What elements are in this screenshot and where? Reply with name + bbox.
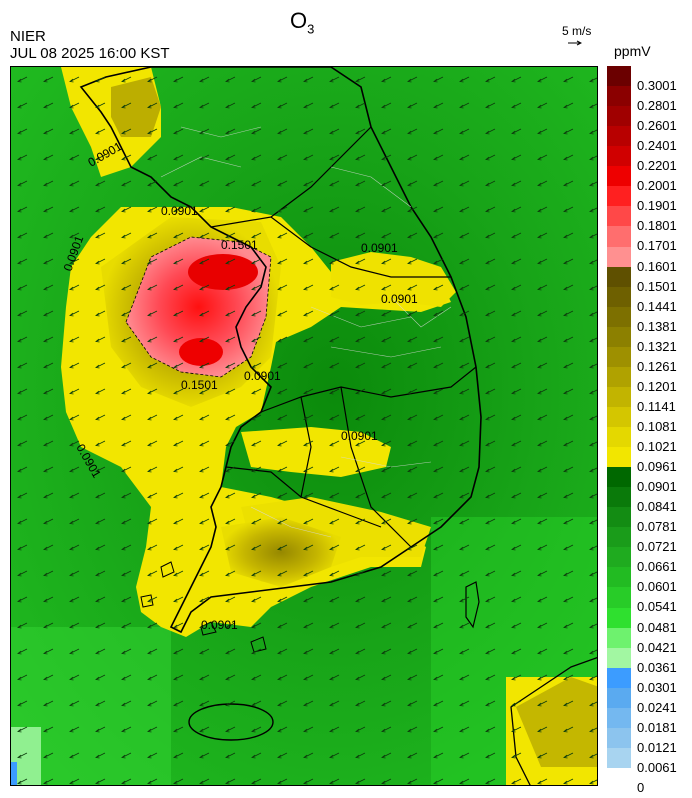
legend-swatch — [607, 146, 631, 167]
legend-label: 0.1141 — [637, 398, 676, 414]
datetime-label: JUL 08 2025 16:00 KST — [10, 45, 170, 62]
legend-label: 0.0181 — [637, 719, 677, 735]
contour-label: 0.0901 — [361, 241, 398, 255]
legend-swatch — [607, 567, 631, 588]
legend-label: 0.0481 — [637, 619, 677, 635]
legend-swatch — [607, 547, 631, 568]
legend-label: 0.0121 — [637, 739, 677, 755]
organization-label: NIER — [10, 28, 46, 45]
legend-swatch — [607, 166, 631, 187]
legend-label: 0.1601 — [637, 258, 677, 274]
legend-swatch — [607, 346, 631, 368]
legend-label: 0.2201 — [637, 158, 677, 174]
legend-swatch — [607, 106, 631, 127]
legend-swatch — [607, 226, 631, 247]
legend-label: 0.0541 — [637, 599, 677, 615]
legend-swatch — [607, 266, 631, 288]
legend-label: 0.0061 — [637, 759, 677, 775]
legend-label: 0.0241 — [637, 699, 677, 715]
legend-swatch — [607, 467, 631, 488]
color-legend: 0.3001 0.2801 0.2601 0.2401 0.2201 0.2001 0.19… — [607, 66, 677, 795]
legend-swatch — [607, 627, 631, 649]
legend-swatch — [607, 186, 631, 207]
legend-swatch — [607, 747, 631, 769]
legend-label: 0.2601 — [637, 118, 677, 134]
legend-swatch — [607, 667, 631, 689]
legend-label: 0.0901 — [637, 479, 677, 495]
contour-label: 0.0901 — [381, 292, 418, 306]
chart-title: O3 — [290, 8, 315, 37]
legend-swatch — [607, 507, 631, 528]
legend-swatch — [607, 206, 631, 227]
contour-label: 0.1501 — [221, 238, 258, 252]
legend-swatch — [607, 386, 631, 408]
legend-label: 0.1901 — [637, 198, 677, 214]
legend-swatch — [607, 86, 631, 107]
legend-label: 0.2801 — [637, 98, 677, 114]
legend-label: 0.1381 — [637, 318, 677, 334]
legend-label: 0.2001 — [637, 178, 677, 194]
wind-scale-arrow-icon — [568, 40, 582, 46]
legend-label: 0.0781 — [637, 519, 677, 535]
legend-label: 0.1441 — [637, 298, 677, 314]
contour-label: 0.0901 — [341, 429, 378, 443]
legend-swatch — [607, 647, 631, 669]
legend-swatch — [607, 727, 631, 749]
legend-label: 0.1201 — [637, 378, 677, 394]
legend-label: 0.0601 — [637, 579, 677, 595]
legend-label: 0.0841 — [637, 499, 677, 515]
legend-swatch — [607, 126, 631, 147]
legend-swatch — [607, 427, 631, 448]
legend-swatch — [607, 286, 631, 308]
legend-label: 0.0421 — [637, 639, 677, 655]
contour-label: 0.0901 — [161, 204, 198, 218]
legend-swatch — [607, 366, 631, 388]
legend-label: 0.1081 — [637, 418, 677, 434]
contour-label: 0.0901 — [244, 369, 281, 383]
contour-label: 0.0901 — [201, 618, 238, 632]
legend-label: 0 — [637, 780, 645, 795]
legend-swatch — [607, 246, 631, 268]
wind-scale-label: 5 m/s — [562, 24, 592, 38]
wind-vector-field — [11, 67, 597, 785]
legend-swatch — [607, 687, 631, 709]
unit-label: ppmV — [614, 43, 651, 59]
legend-label: 0.1501 — [637, 278, 677, 294]
legend-swatch — [607, 587, 631, 609]
legend-label: 0.0661 — [637, 559, 677, 575]
legend-label: 0.0961 — [637, 459, 677, 475]
legend-swatch — [607, 326, 631, 348]
contour-label: 0.1501 — [181, 378, 218, 392]
legend-label: 0.3001 — [637, 78, 677, 93]
legend-label: 0.1701 — [637, 238, 677, 254]
legend-label: 0.1021 — [637, 439, 677, 455]
legend-label: 0.0301 — [637, 679, 677, 695]
ozone-map: 0.0901 0.0901 0.0901 0.0901 0.1501 0.150… — [10, 66, 598, 786]
legend-label: 0.1321 — [637, 338, 677, 354]
legend-swatch — [607, 527, 631, 548]
legend-label: 0.1261 — [637, 358, 677, 374]
legend-swatch — [607, 406, 631, 428]
legend-swatch — [607, 607, 631, 629]
legend-label: 0.0361 — [637, 659, 677, 675]
legend-swatch — [607, 66, 631, 87]
legend-swatch — [607, 447, 631, 468]
legend-swatch — [607, 707, 631, 729]
legend-label: 0.0721 — [637, 539, 677, 555]
legend-swatch — [607, 306, 631, 328]
legend-swatch — [607, 487, 631, 508]
legend-label: 0.2401 — [637, 138, 677, 154]
legend-label: 0.1801 — [637, 218, 677, 234]
